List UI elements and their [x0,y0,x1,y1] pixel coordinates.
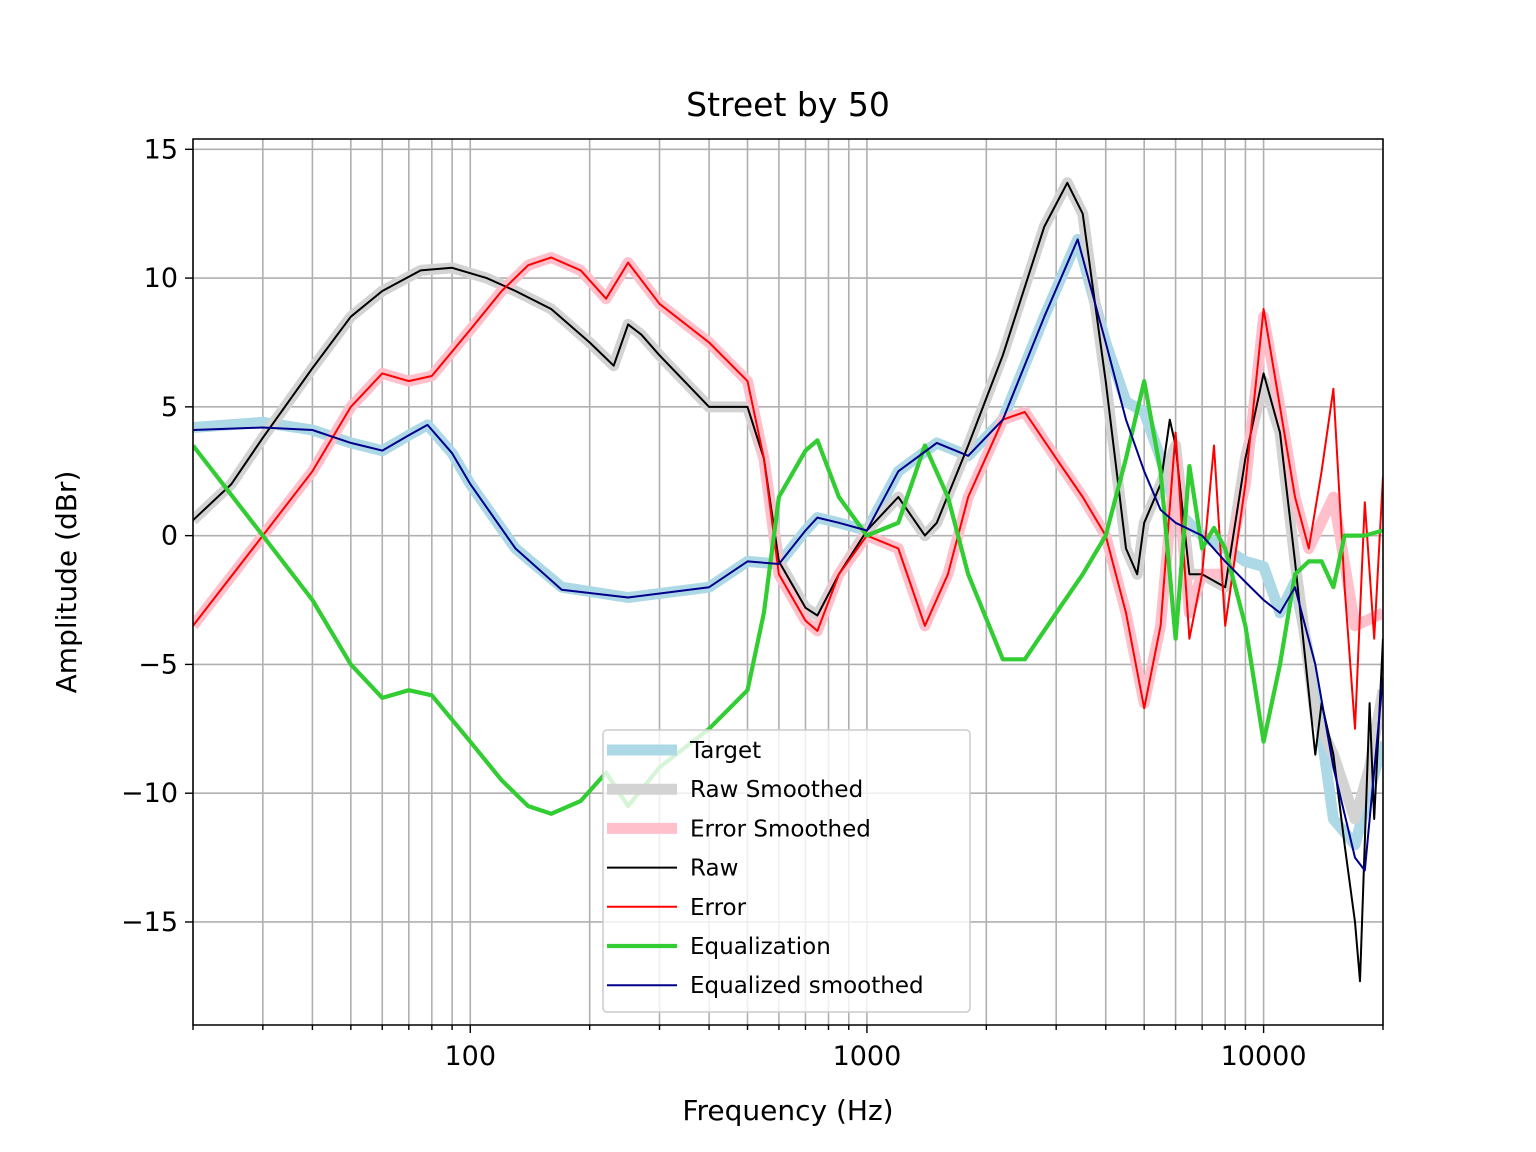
legend-label: Error [690,895,747,921]
legend: Target Raw Smoothed Error Smoothed Raw Error… [602,729,971,1013]
x-tick-label: 1000 [833,1041,902,1072]
series-line-4 [193,181,1383,983]
plot-frame [192,138,1384,1026]
legend-label: Equalization [690,934,831,960]
chart-title: Street by 50 [686,85,890,124]
y-tick-label: 0 [161,521,178,552]
series-lines [193,177,1383,983]
legend-label: Error Smoothed [690,816,871,842]
legend-label: Raw Smoothed [690,777,863,803]
x-axis-label: Frequency (Hz) [682,1094,893,1127]
y-tick-label: 5 [161,392,178,423]
y-tick-label: 10 [144,263,178,294]
y-tick-label: −5 [138,649,178,680]
y-tick-label: −15 [121,907,178,938]
y-tick-label: 15 [144,134,178,165]
series-line-7 [193,238,1383,872]
x-tick-label: 10000 [1221,1041,1307,1072]
legend-label: Equalized smoothed [690,973,924,999]
axis-ticks: 15 10 5 0 −5 −10 −15 100 1000 10000 [121,134,1384,1072]
legend-label: Target [689,738,761,764]
x-tick-label: 100 [444,1041,496,1072]
series-line-6 [193,379,1383,816]
legend-label: Raw [690,856,738,882]
legend-box [602,729,971,1013]
y-tick-label: −10 [121,778,178,809]
y-axis-label: Amplitude (dBr) [50,471,83,694]
